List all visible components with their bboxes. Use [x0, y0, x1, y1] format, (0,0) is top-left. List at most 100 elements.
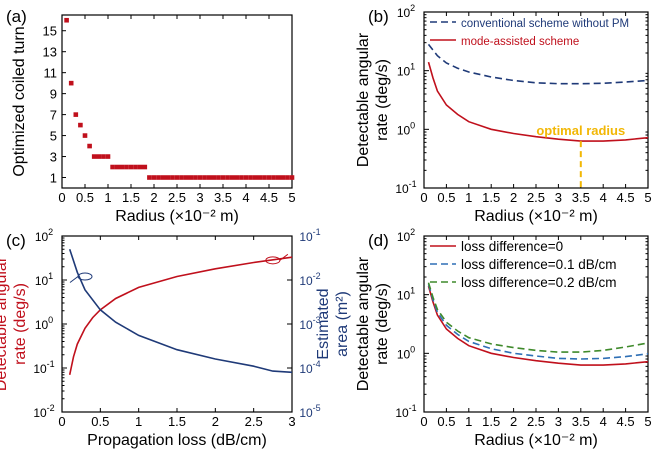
data-point [78, 122, 83, 128]
y-tick-label: 3 [50, 150, 57, 165]
data-point [285, 175, 290, 180]
x-tick-label: 3.5 [214, 190, 232, 205]
x-tick-label: 3 [555, 190, 562, 205]
data-point [156, 175, 161, 180]
x-tick-label: 2.5 [168, 190, 186, 205]
data-point [101, 154, 106, 159]
x-tick-label: 1.5 [122, 190, 140, 205]
x-tick-label: 2 [510, 414, 517, 429]
series-line [427, 61, 649, 142]
data-point [266, 175, 272, 180]
data-point [142, 164, 148, 170]
x-tick-label: 2 [212, 414, 219, 429]
panel-label: (a) [6, 7, 27, 26]
x-tick-label: 2.5 [527, 414, 545, 429]
y-tick-label: 102 [397, 227, 415, 244]
axes-frame [61, 14, 293, 189]
data-point [248, 175, 253, 180]
x-tick-label: 4 [242, 190, 249, 205]
x-tick-label: 1 [465, 190, 472, 205]
y-tick-label: 13 [43, 45, 57, 60]
annotation-label: optimal radius [536, 123, 625, 138]
data-point [68, 80, 74, 86]
y-tick-label: 1 [50, 171, 57, 186]
data-point [133, 164, 138, 170]
legend-label: mode-assisted scheme [461, 36, 579, 48]
y-tick-label: 100 [397, 344, 415, 361]
data-point [193, 175, 198, 180]
panel-label: (c) [6, 231, 26, 250]
data-point [179, 175, 184, 180]
panel-1: (a)0 0.5 1 1.5 2 2.5 3 3.5 4 4.5 513579111315Radiu… [6, 7, 296, 225]
x-tick-label: 4.5 [617, 414, 635, 429]
panel-3: (c) 0 0.5 1 1.5 2 2.5 3 102 101 100 10-1 10-2 Propaga… [0, 227, 351, 449]
data-point [183, 175, 189, 180]
data-point [271, 175, 276, 180]
legend-label: loss difference=0.2 dB/cm [461, 275, 616, 290]
data-point [234, 175, 240, 180]
y-tick-label: 102 [397, 3, 415, 20]
data-point [124, 164, 129, 170]
y-tick-label: 5 [50, 129, 57, 144]
legend-label: loss difference=0.1 dB/cm [461, 257, 616, 272]
y-tick-label: 9 [50, 87, 57, 102]
y-axis-label: Detectable angular rate (deg/s) [355, 256, 391, 391]
data-point [165, 175, 171, 180]
y-right-tick-label: 10-2 [299, 271, 320, 288]
x-axis-label: Radius (×10⁻² m) [115, 208, 239, 225]
series-line [427, 285, 649, 366]
y-tick-label: 100 [35, 315, 53, 332]
data-point [137, 164, 143, 170]
series-line [427, 282, 649, 353]
x-tick-label: 3.5 [572, 414, 590, 429]
data-point [151, 175, 157, 180]
x-tick-label: 4.5 [260, 190, 278, 205]
data-point [119, 164, 125, 170]
y-tick-label: 7 [50, 108, 57, 123]
data-point [91, 154, 97, 159]
data-point [257, 175, 263, 180]
x-tick-label: 2 [510, 190, 517, 205]
data-point [197, 175, 203, 180]
data-point [82, 133, 88, 138]
data-point [174, 175, 180, 180]
y-tick-label: 10-2 [33, 403, 54, 420]
y-tick-label: 10-1 [395, 179, 416, 196]
x-axis-label: Radius (×10⁻² m) [474, 208, 598, 225]
series-line [427, 284, 649, 360]
data-point [110, 164, 115, 170]
y-tick-label: 100 [397, 120, 415, 137]
y-tick-label: 11 [44, 66, 58, 81]
y-tick-label: 15 [43, 24, 57, 39]
x-axis-label: Propagation loss (dB/cm) [87, 432, 267, 449]
y-right-tick-label: 10-4 [299, 359, 320, 376]
data-point [73, 112, 79, 117]
data-point [87, 143, 92, 149]
x-tick-label: 2.5 [245, 414, 263, 429]
data-point [170, 175, 175, 180]
x-tick-label: 3.5 [572, 190, 590, 205]
x-tick-label: 0.5 [76, 190, 94, 205]
x-tick-label: 0 [58, 190, 65, 205]
y-tick-label: 101 [397, 286, 415, 303]
y-right-tick-label: 10-3 [299, 315, 320, 332]
data-point [262, 175, 267, 180]
y-tick-label: 10-1 [395, 403, 416, 420]
x-tick-label: 0.5 [437, 414, 455, 429]
series-line [427, 43, 649, 85]
data-point [188, 175, 194, 180]
x-tick-label: 1.5 [482, 190, 500, 205]
x-tick-label: 3 [288, 414, 295, 429]
panel-2: (b) 0 0.5 1 1.5 2 2.5 3 3.5 4 4.5 5 102 101 100 10-1 Rad… [355, 3, 652, 225]
x-tick-label: 0.5 [91, 414, 109, 429]
x-tick-label: 4.5 [617, 190, 635, 205]
data-point [160, 175, 166, 180]
y-tick-label: 10-1 [33, 359, 54, 376]
y-tick-label: 102 [35, 227, 53, 244]
y-right-axis-label: Estimated area (m²) [315, 288, 351, 359]
y-axis-label: Optimized coiled turn [11, 26, 28, 176]
data-point [289, 175, 295, 180]
data-point [275, 175, 281, 180]
x-tick-label: 1 [104, 190, 111, 205]
